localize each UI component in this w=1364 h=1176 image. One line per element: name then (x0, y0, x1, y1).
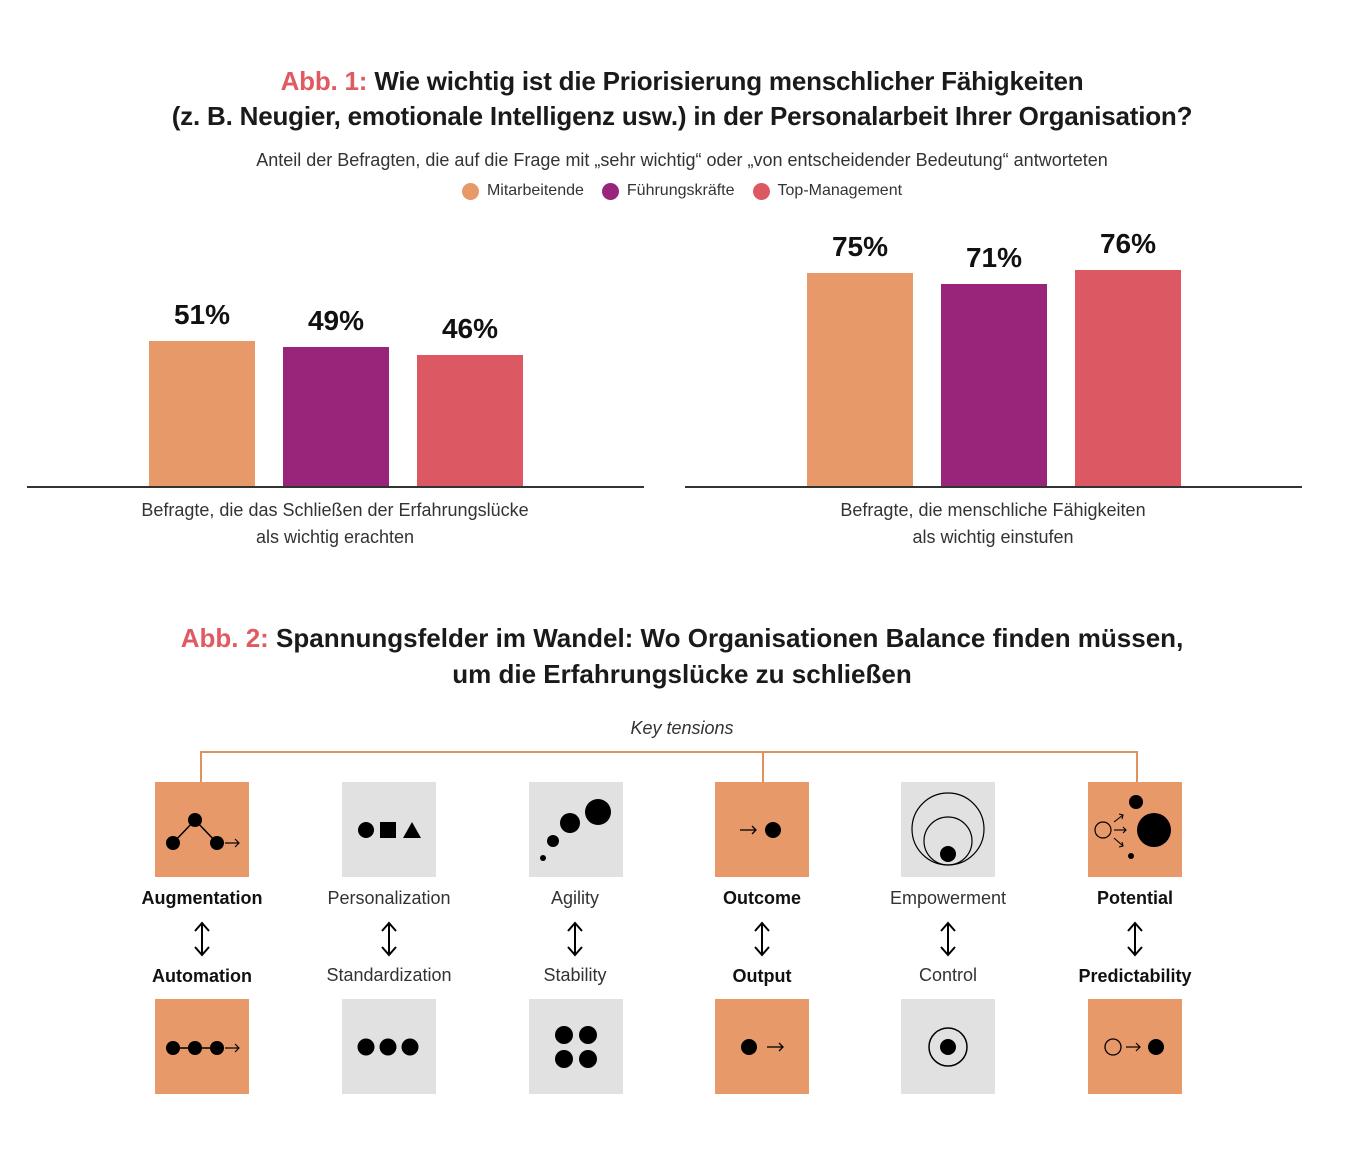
legend-label: Top-Management (777, 182, 903, 199)
tension-bottom-output: Output (732, 966, 792, 986)
double-arrow-icon (940, 921, 956, 957)
data-label-g0-top-management: 46% (441, 313, 499, 345)
chart-baseline-right (685, 486, 1302, 488)
category-label-line: als wichtig erachten (255, 527, 415, 547)
tension-bottom-automation: Automation (152, 966, 252, 986)
legend-label: Mitarbeitende (486, 182, 584, 199)
tension-top-agility: Agility (550, 888, 599, 908)
fig1-tag: Abb. 1: (280, 66, 368, 96)
connector-drop-outcome (762, 751, 764, 782)
output-icon (715, 999, 809, 1094)
data-label-g0-mitarbeitende: 51% (173, 299, 231, 331)
outcome-icon (715, 782, 809, 877)
bar-g1-mitarbeitende (807, 273, 913, 486)
tension-top-augmentation: Augmentation (141, 888, 263, 908)
fig2-tag: Abb. 2: (180, 623, 269, 653)
bar-g0-top-management (417, 355, 523, 486)
data-label-g1-fuehrungskraefte: 71% (965, 242, 1023, 274)
tension-bottom-standardization: Standardization (326, 965, 452, 985)
tension-bottom-stability: Stability (543, 965, 607, 985)
data-label-g0-fuehrungskraefte: 49% (307, 304, 365, 336)
category-label-line: als wichtig einstufen (912, 527, 1074, 547)
control-icon (901, 999, 995, 1094)
automation-icon (155, 999, 249, 1094)
fig2-title-line2: um die Erfahrungslücke zu schließen (452, 659, 912, 689)
double-arrow-icon (194, 921, 210, 957)
chart-baseline-left (27, 486, 644, 488)
tension-top-empowerment: Empowerment (889, 888, 1007, 908)
data-label-g1-top-management: 76% (1099, 228, 1157, 260)
data-label-g1-mitarbeitende: 75% (831, 231, 889, 262)
category-label-right: Befragte, die menschliche Fähigkeiten al… (693, 497, 1293, 551)
fig1-title-line1: Wie wichtig ist die Priorisierung mensch… (374, 66, 1084, 96)
fig2-title: Abb. 2: Spannungsfelder im Wandel: Wo Or… (0, 620, 1364, 692)
key-tensions-label: Key tensions (630, 718, 734, 738)
connector-drop-augmentation (200, 751, 202, 782)
tension-bottom-control: Control (918, 965, 978, 985)
legend-item-mitarbeitende: Mitarbeitende (461, 182, 584, 200)
tension-top-potential: Potential (1096, 888, 1173, 908)
double-arrow-icon (381, 921, 397, 957)
legend-swatch-top-management (752, 182, 770, 200)
tension-top-personalization: Personalization (327, 888, 451, 908)
category-label-line: Befragte, die menschliche Fähigkeiten (840, 500, 1146, 520)
predictability-icon (1088, 999, 1182, 1094)
fig1-subtitle: Anteil der Befragten, die auf die Frage … (256, 150, 1108, 170)
double-arrow-icon (1127, 921, 1143, 957)
category-label-line: Befragte, die das Schließen der Erfahrun… (141, 500, 529, 520)
chart-legend: Mitarbeitende Führungskräfte Top-Managem… (0, 182, 1364, 200)
bar-g0-mitarbeitende (149, 341, 255, 486)
potential-icon (1088, 782, 1182, 877)
fig2-title-text: Spannungsfelder im Wandel: Wo Organisati… (276, 623, 1184, 653)
legend-swatch-mitarbeitende (461, 182, 479, 200)
bar-g1-top-management (1075, 270, 1181, 486)
personalization-icon (342, 782, 436, 877)
fig2-title-line1: Abb. 2: Spannungsfelder im Wandel: Wo Or… (0, 620, 1364, 656)
legend-label: Führungskräfte (626, 182, 735, 199)
bar-g0-fuehrungskraefte (283, 346, 389, 486)
legend-item-fuehrungskraefte: Führungskräfte (601, 182, 735, 200)
double-arrow-icon (754, 921, 770, 957)
legend-item-top-management: Top-Management (752, 182, 903, 200)
bar-g1-fuehrungskraefte (941, 284, 1047, 486)
tension-bottom-predictability: Predictability (1078, 966, 1192, 986)
connector-horizontal (200, 751, 1137, 753)
fig1-title-line2: (z. B. Neugier, emotionale Intelligenz u… (171, 101, 1193, 131)
connector-drop-potential (1136, 751, 1138, 782)
empowerment-icon (901, 782, 995, 877)
category-label-left: Befragte, die das Schließen der Erfahrun… (35, 497, 635, 551)
legend-swatch-fuehrungskraefte (601, 182, 619, 200)
standardization-icon (342, 999, 436, 1094)
stability-icon (529, 999, 623, 1094)
fig1-title: Abb. 1: Wie wichtig ist die Priorisierun… (0, 64, 1364, 99)
augmentation-icon (155, 782, 249, 877)
double-arrow-icon (567, 921, 583, 957)
agility-icon (529, 782, 623, 877)
tension-top-outcome: Outcome (722, 888, 801, 908)
